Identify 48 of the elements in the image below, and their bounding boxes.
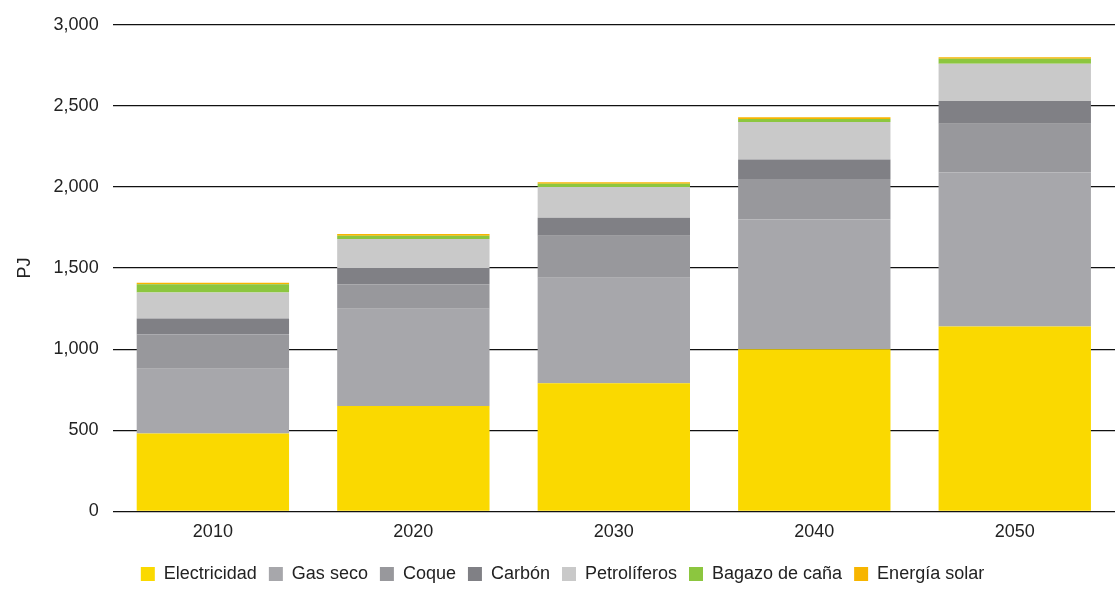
bar (938, 123, 1091, 173)
legend-label: Electricidad (163, 562, 257, 583)
bar (537, 235, 690, 278)
bar (337, 308, 490, 406)
bar (738, 118, 891, 123)
bar (938, 63, 1091, 102)
bar (738, 178, 891, 220)
bar (136, 284, 290, 293)
y-tick-label: 500 (68, 419, 99, 440)
bar (337, 284, 490, 309)
bar (938, 326, 1091, 511)
bar (537, 187, 690, 218)
x-tick-label: 2030 (593, 521, 634, 542)
bar (738, 159, 891, 179)
legend-label: Energía solar (877, 562, 985, 583)
bar (337, 405, 490, 511)
y-tick-label: 1,000 (53, 338, 99, 359)
y-tick-label: 2,500 (53, 94, 99, 115)
y-tick-label: 2,000 (53, 175, 99, 196)
legend-label: Coque (402, 562, 456, 583)
bar (136, 433, 290, 511)
legend-label: Bagazo de caña (712, 562, 844, 583)
y-tick-label: 3,000 (53, 13, 99, 34)
bar (938, 101, 1091, 124)
bar (136, 292, 290, 319)
y-axis-title: PJ (13, 257, 34, 279)
bar (738, 349, 891, 511)
bar (738, 122, 891, 160)
bar (738, 219, 891, 350)
x-tick-label: 2050 (994, 521, 1035, 542)
legend-label: Gas seco (291, 562, 368, 583)
bar (136, 368, 290, 434)
x-tick-label: 2040 (794, 521, 835, 542)
bar (938, 172, 1091, 327)
x-tick-label: 2020 (393, 521, 434, 542)
legend-label: Petrolíferos (584, 562, 678, 583)
y-tick-label: 0 (88, 500, 99, 521)
bar (136, 318, 290, 335)
y-tick-label: 1,500 (53, 257, 99, 278)
bar (537, 383, 690, 511)
bar (337, 268, 490, 285)
bar (537, 277, 690, 384)
legend-label: Carbón (490, 562, 550, 583)
bar (136, 334, 290, 369)
bar (337, 238, 490, 269)
bar (938, 58, 1091, 64)
x-tick-label: 2010 (192, 521, 233, 542)
bar (537, 217, 690, 236)
